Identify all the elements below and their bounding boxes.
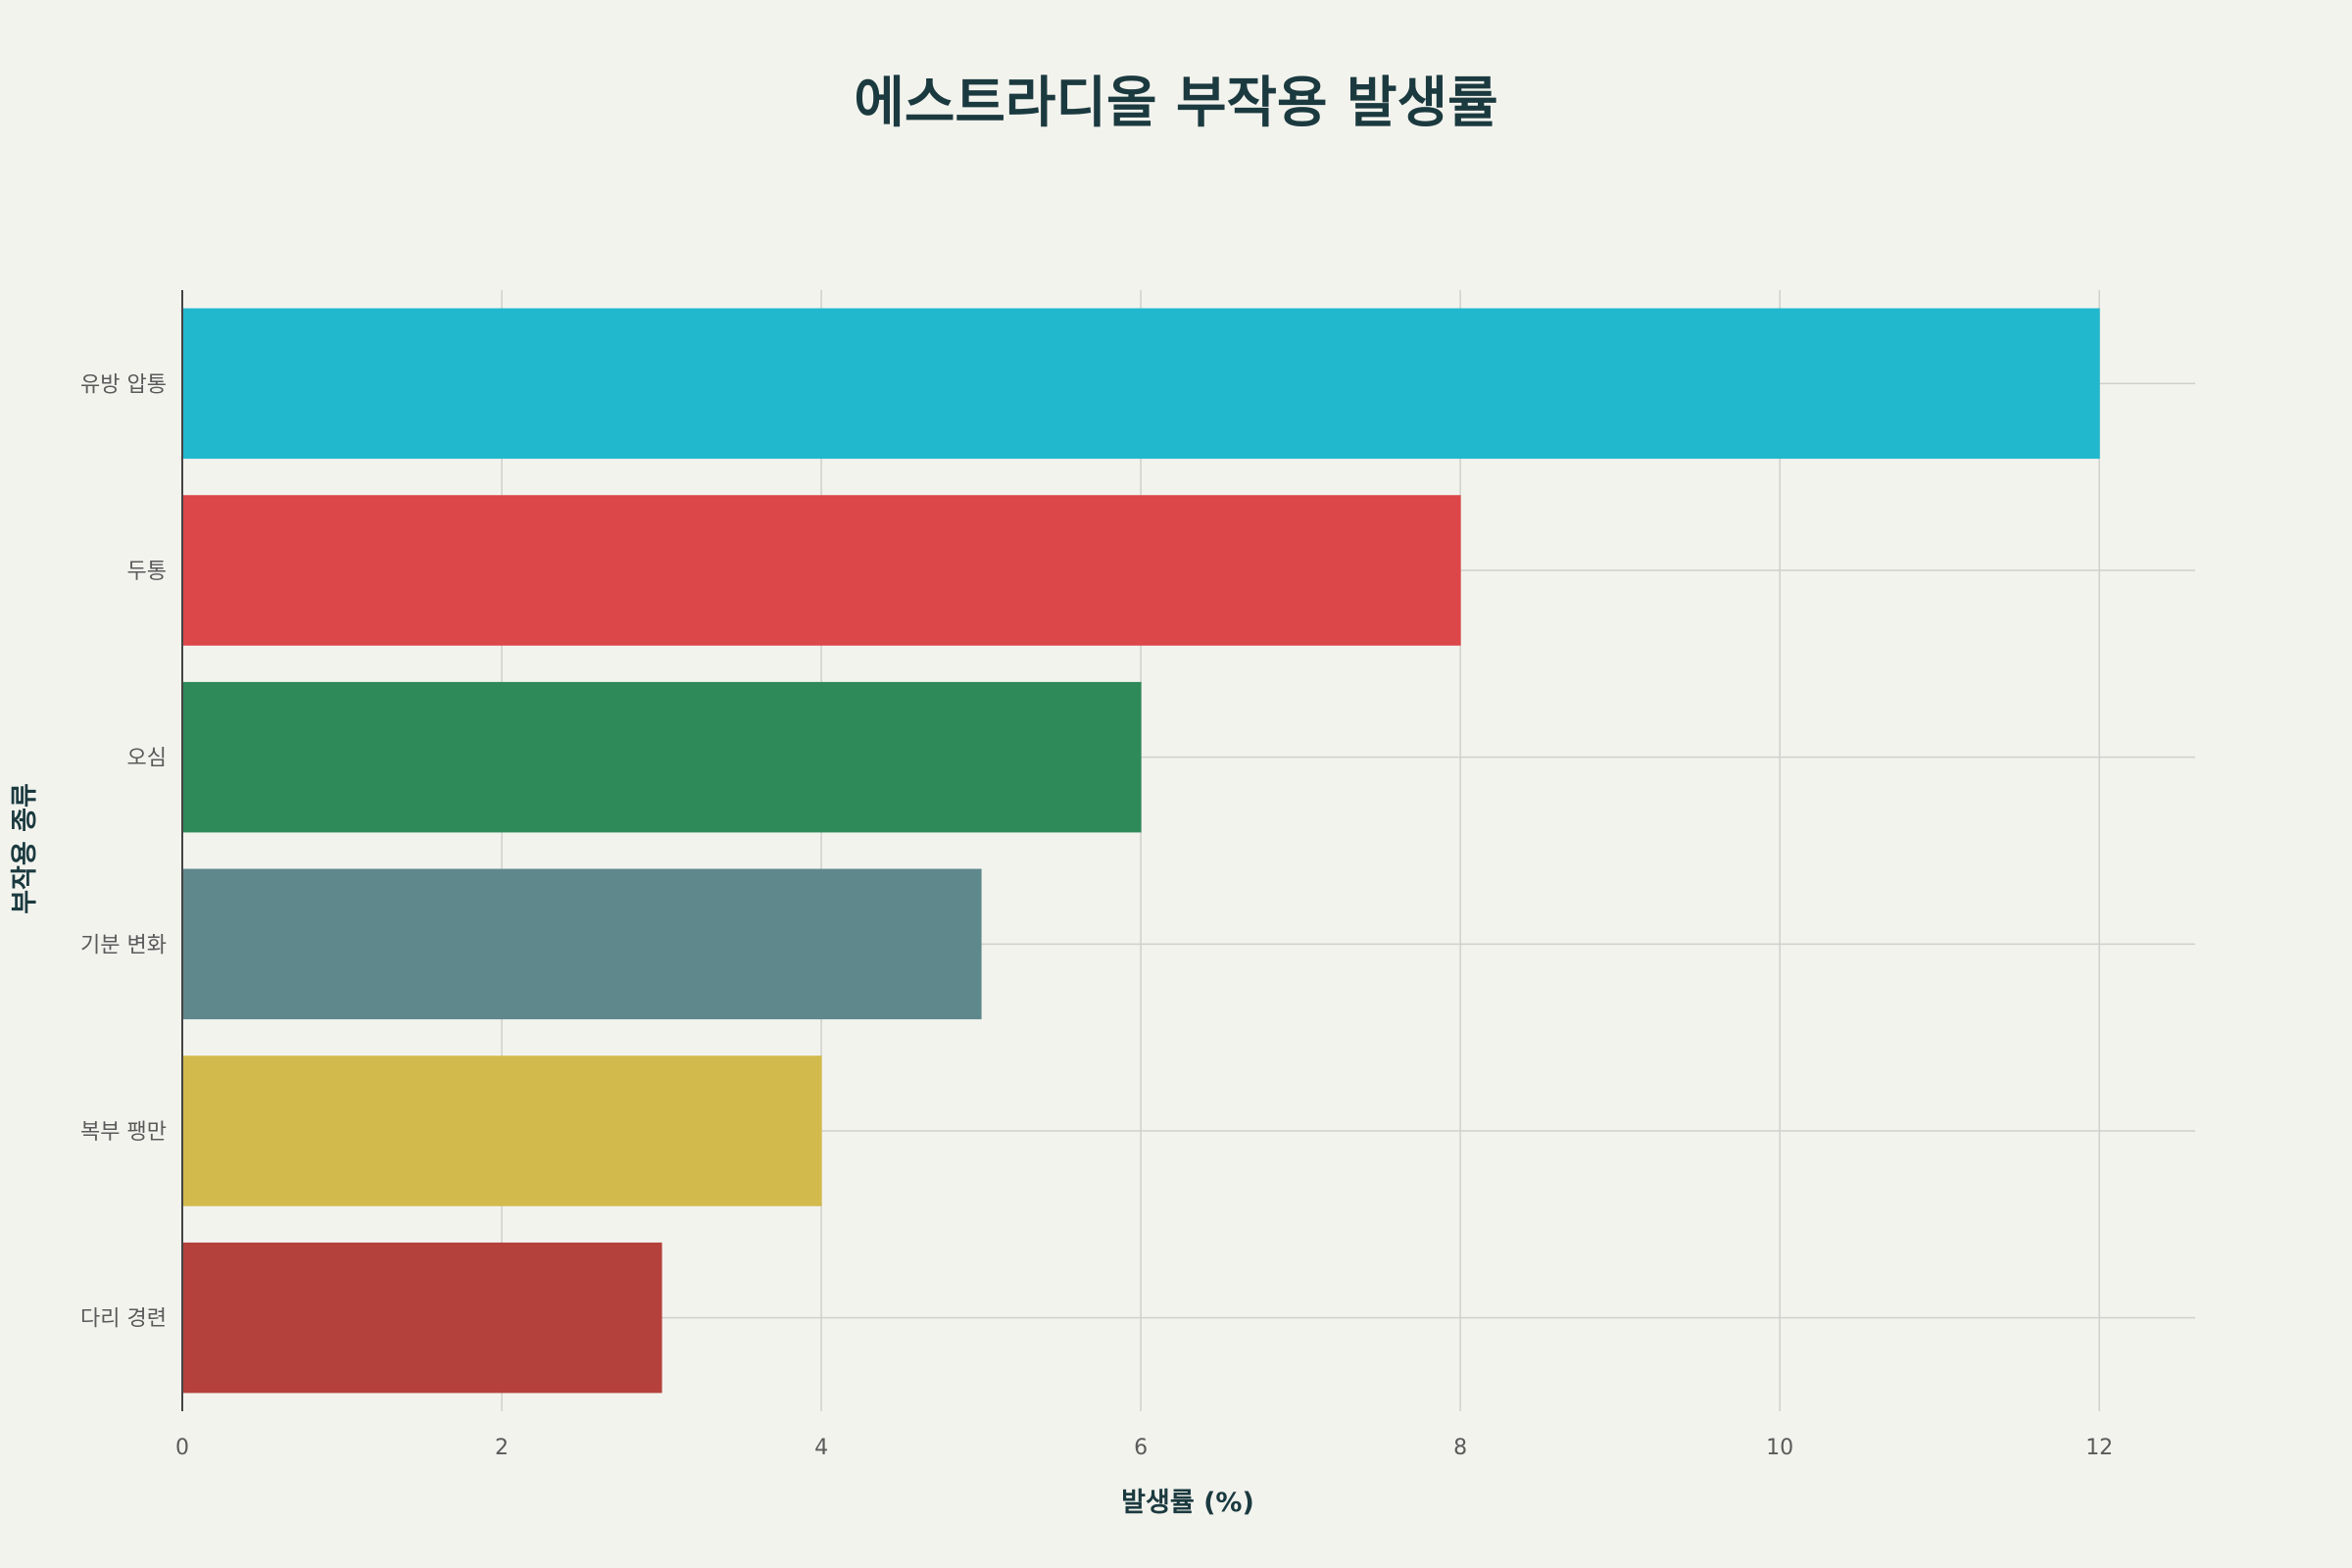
y-tick-label-2: 오심 <box>127 747 167 771</box>
y-axis-title: 부작용 종류 <box>10 783 40 914</box>
bar-1 <box>181 495 1461 646</box>
x-tick-label-1: 2 <box>495 1436 509 1460</box>
chart-title: 에스트라디올 부작용 발생률 <box>854 72 1498 135</box>
bars <box>181 308 2100 1394</box>
y-tick-label-5: 다리 경련 <box>80 1307 167 1332</box>
bar-5 <box>181 1242 662 1394</box>
x-tick-label-5: 10 <box>1766 1436 1793 1460</box>
bar-4 <box>181 1055 822 1206</box>
bar-3 <box>181 868 982 1020</box>
x-tick-label-2: 4 <box>814 1436 828 1460</box>
y-tick-label-0: 유방 압통 <box>80 372 167 397</box>
x-tick-label-3: 6 <box>1134 1436 1148 1460</box>
bar-2 <box>181 681 1142 833</box>
bar-0 <box>181 308 2100 460</box>
y-tick-label-1: 두통 <box>127 560 167 584</box>
x-tick-label-6: 12 <box>2085 1436 2113 1460</box>
y-tick-label-4: 복부 팽만 <box>80 1120 167 1145</box>
x-axis-title: 발생률 (%) <box>1121 1488 1254 1518</box>
x-tick-label-0: 0 <box>175 1436 189 1460</box>
y-tick-label-3: 기분 변화 <box>80 933 167 957</box>
x-tick-label-4: 8 <box>1453 1436 1467 1460</box>
